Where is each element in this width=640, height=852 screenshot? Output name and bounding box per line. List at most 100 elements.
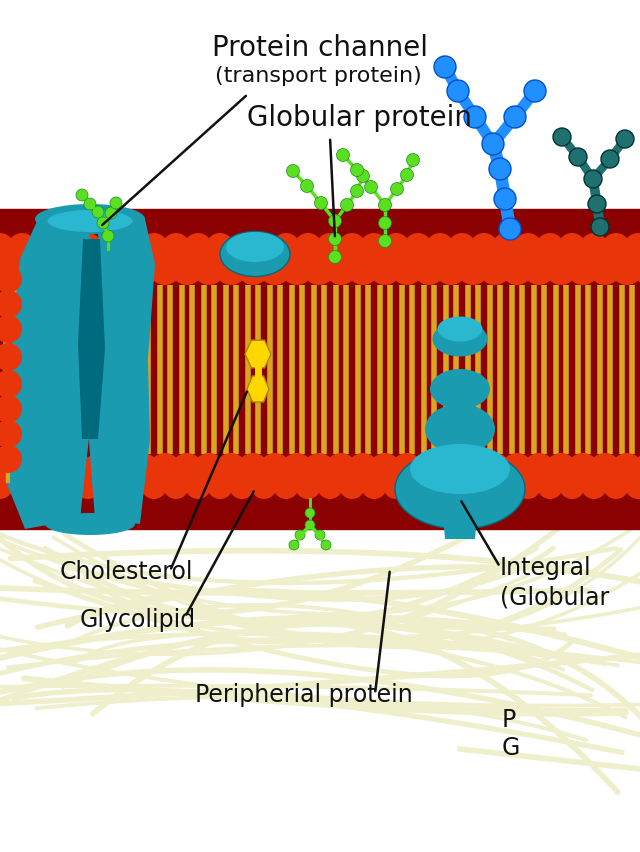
Ellipse shape xyxy=(0,266,22,294)
Ellipse shape xyxy=(361,474,387,499)
Ellipse shape xyxy=(119,474,145,499)
Ellipse shape xyxy=(338,233,366,262)
Ellipse shape xyxy=(8,233,36,262)
Ellipse shape xyxy=(274,253,298,277)
Ellipse shape xyxy=(98,253,122,277)
Ellipse shape xyxy=(127,254,159,285)
Ellipse shape xyxy=(582,253,606,277)
Bar xyxy=(0,210,640,529)
Ellipse shape xyxy=(9,474,35,499)
Ellipse shape xyxy=(391,453,423,486)
Ellipse shape xyxy=(96,233,124,262)
Ellipse shape xyxy=(426,233,454,262)
Ellipse shape xyxy=(303,254,335,285)
Ellipse shape xyxy=(482,134,504,156)
Text: (transport protein): (transport protein) xyxy=(214,66,421,86)
Ellipse shape xyxy=(504,106,526,129)
Ellipse shape xyxy=(0,395,22,423)
Ellipse shape xyxy=(149,453,181,486)
Ellipse shape xyxy=(0,233,14,262)
Ellipse shape xyxy=(435,453,467,486)
Ellipse shape xyxy=(433,322,488,357)
Ellipse shape xyxy=(633,254,640,285)
Ellipse shape xyxy=(208,253,232,277)
Ellipse shape xyxy=(492,233,520,262)
Ellipse shape xyxy=(450,253,474,277)
Ellipse shape xyxy=(47,210,132,233)
Ellipse shape xyxy=(105,208,117,220)
Ellipse shape xyxy=(185,474,211,499)
Ellipse shape xyxy=(589,254,621,285)
Ellipse shape xyxy=(325,254,357,285)
Polygon shape xyxy=(78,239,105,440)
Ellipse shape xyxy=(470,233,498,262)
Ellipse shape xyxy=(184,233,212,262)
Ellipse shape xyxy=(75,474,101,499)
Ellipse shape xyxy=(340,199,353,212)
Ellipse shape xyxy=(625,474,640,499)
Ellipse shape xyxy=(390,183,403,196)
Ellipse shape xyxy=(31,474,57,499)
Ellipse shape xyxy=(425,405,495,454)
Ellipse shape xyxy=(401,170,413,182)
Ellipse shape xyxy=(413,453,445,486)
Ellipse shape xyxy=(339,474,365,499)
Ellipse shape xyxy=(472,253,496,277)
Ellipse shape xyxy=(252,253,276,277)
Ellipse shape xyxy=(580,233,608,262)
Ellipse shape xyxy=(406,253,430,277)
Ellipse shape xyxy=(186,253,210,277)
Ellipse shape xyxy=(0,254,27,285)
Ellipse shape xyxy=(105,453,137,486)
Ellipse shape xyxy=(479,453,511,486)
Ellipse shape xyxy=(52,233,80,262)
Ellipse shape xyxy=(537,474,563,499)
Ellipse shape xyxy=(514,233,542,262)
Ellipse shape xyxy=(494,189,516,210)
Ellipse shape xyxy=(545,254,577,285)
Ellipse shape xyxy=(501,254,533,285)
Ellipse shape xyxy=(207,474,233,499)
Ellipse shape xyxy=(163,474,189,499)
Ellipse shape xyxy=(102,231,114,243)
Ellipse shape xyxy=(84,199,96,210)
Ellipse shape xyxy=(54,253,78,277)
Ellipse shape xyxy=(347,453,379,486)
Text: Globular protein: Globular protein xyxy=(248,104,472,132)
Ellipse shape xyxy=(536,233,564,262)
Ellipse shape xyxy=(337,149,349,163)
Ellipse shape xyxy=(589,453,621,486)
Ellipse shape xyxy=(251,474,277,499)
Ellipse shape xyxy=(141,474,167,499)
Ellipse shape xyxy=(558,233,586,262)
Ellipse shape xyxy=(305,509,315,518)
Ellipse shape xyxy=(545,453,577,486)
Ellipse shape xyxy=(434,57,456,79)
Ellipse shape xyxy=(499,219,521,241)
Polygon shape xyxy=(247,377,269,402)
Ellipse shape xyxy=(215,453,247,486)
Ellipse shape xyxy=(604,253,628,277)
Ellipse shape xyxy=(395,450,525,529)
Ellipse shape xyxy=(220,233,290,277)
Ellipse shape xyxy=(410,445,510,494)
Ellipse shape xyxy=(588,196,606,214)
Ellipse shape xyxy=(449,474,475,499)
Ellipse shape xyxy=(35,204,145,234)
Ellipse shape xyxy=(162,233,190,262)
Ellipse shape xyxy=(356,170,369,183)
Ellipse shape xyxy=(230,253,254,277)
Ellipse shape xyxy=(164,253,188,277)
Ellipse shape xyxy=(325,453,357,486)
Ellipse shape xyxy=(365,181,378,194)
Ellipse shape xyxy=(228,233,256,262)
Ellipse shape xyxy=(369,254,401,285)
Ellipse shape xyxy=(624,233,640,262)
Ellipse shape xyxy=(120,253,144,277)
Ellipse shape xyxy=(97,474,123,499)
Ellipse shape xyxy=(413,254,445,285)
Ellipse shape xyxy=(438,317,483,343)
Ellipse shape xyxy=(110,198,122,210)
Ellipse shape xyxy=(74,233,102,262)
Ellipse shape xyxy=(457,453,489,486)
